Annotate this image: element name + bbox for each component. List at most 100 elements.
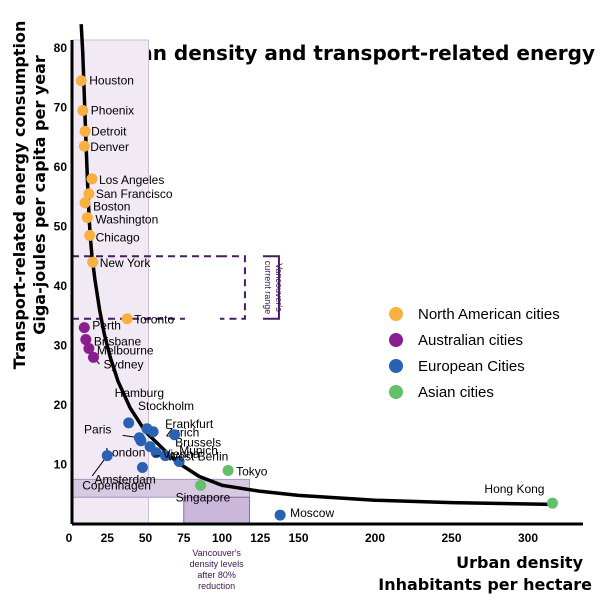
- y-tick-label: 70: [54, 101, 68, 115]
- y-tick-label: 50: [54, 220, 68, 234]
- point-copenhagen: [101, 450, 113, 462]
- y-axis-title-line1: Transport-related energy consumption: [10, 21, 29, 370]
- label-paris: Paris: [84, 423, 111, 437]
- label-san-francisco: San Francisco: [96, 187, 173, 201]
- vancouver-range-side-bracket: [262, 255, 280, 320]
- point-west-berlin: [173, 456, 185, 468]
- label-hong-kong: Hong Kong: [484, 482, 544, 496]
- x-tick-label: 300: [518, 531, 538, 545]
- point-hong-kong: [546, 497, 558, 509]
- x-tick-label: 125: [250, 531, 270, 545]
- point-chicago: [84, 229, 96, 241]
- x-tick-label: 150: [288, 531, 308, 545]
- label-phoenix: Phoenix: [91, 103, 134, 117]
- y-tick-label: 60: [54, 160, 68, 174]
- label-stockholm: Stockholm: [138, 399, 194, 413]
- label-vienna: Vienna: [163, 447, 200, 461]
- label-copenhagen: Copenhagen: [82, 479, 151, 493]
- point-los-angeles: [86, 173, 98, 185]
- vancouver-range-label: Vancouver'scurrent range: [263, 261, 284, 315]
- vancouver-range-bracket: [72, 255, 246, 320]
- point-london: [159, 450, 171, 462]
- y-axis-title: Transport-related energy consumption Gig…: [10, 21, 49, 370]
- x-axis-title-line2: Inhabitants per hectare: [378, 575, 592, 594]
- point-singapore: [195, 479, 207, 491]
- label-melbourne: Melbourne: [97, 343, 154, 357]
- point-sydney: [87, 351, 99, 363]
- legend-marker-1: [389, 307, 403, 321]
- x-tick-label: 250: [441, 531, 461, 545]
- point-boston: [79, 197, 91, 209]
- point-washington: [81, 212, 93, 224]
- x-tick-label: 75: [177, 531, 191, 545]
- label-boston: Boston: [93, 200, 130, 214]
- point-melbourne: [83, 342, 95, 354]
- x-axis-title-line1: Urban density: [456, 553, 583, 572]
- label-toronto: Toronto: [134, 313, 174, 327]
- x-tick-label: 0: [66, 531, 73, 545]
- point-moscow: [274, 509, 286, 521]
- label-munich: Munich: [179, 444, 218, 458]
- point-tokyo: [222, 464, 234, 476]
- point-new-york: [87, 256, 99, 268]
- vancouver-reduced-label-line1: Vancouver's: [192, 548, 241, 558]
- y-tick-label: 20: [54, 398, 68, 412]
- vancouver-range-label-line1: Vancouver's: [274, 263, 284, 312]
- x-tick-label: 50: [139, 531, 153, 545]
- point-san-francisco: [83, 188, 95, 200]
- label-brisbane: Brisbane: [94, 335, 142, 349]
- y-axis-title-line2: Giga-joules per capita per year: [30, 55, 49, 335]
- label-hamburg: Hamburg: [115, 386, 164, 400]
- label-singapore: Singapore: [176, 490, 231, 504]
- legend-marker-2: [389, 333, 403, 347]
- legend-label-1: North American cities: [418, 306, 560, 323]
- y-tick-label: 30: [54, 339, 68, 353]
- label-moscow: Moscow: [290, 506, 334, 520]
- label-west-berlin: West Berlin: [167, 450, 228, 464]
- x-tick-label: 100: [212, 531, 232, 545]
- vancouver-reduced-label-line3: after 80%: [197, 570, 236, 580]
- point-phoenix: [77, 104, 89, 116]
- label-perth: Perth: [92, 319, 121, 333]
- legend-label-4: Asian cities: [418, 384, 494, 401]
- label-chicago: Chicago: [96, 230, 140, 244]
- vancouver-reduced-box: [183, 496, 251, 525]
- point-brisbane: [80, 334, 92, 346]
- vancouver-reduced-label-line4: reduction: [198, 581, 235, 591]
- label-london: London: [105, 446, 145, 460]
- trend-curve: [79, 24, 553, 507]
- legend-marker-4: [389, 385, 403, 399]
- label-denver: Denver: [90, 140, 129, 154]
- point-perth: [78, 322, 90, 334]
- legend: North American cities Australian cities Eu…: [389, 306, 560, 401]
- y-tick-label: 80: [54, 41, 68, 55]
- point-paris: [133, 432, 145, 444]
- point-vienna: [169, 429, 181, 441]
- vancouver-range-label-line2: current range: [263, 261, 273, 315]
- point-denver: [78, 140, 90, 152]
- label-tokyo: Tokyo: [236, 464, 268, 478]
- plot-area: Vancouver'scurrent range1020304050607080…: [54, 24, 583, 591]
- point-frankfurt: [147, 426, 159, 438]
- label-washington: Washington: [95, 213, 158, 227]
- point-toronto: [121, 313, 133, 325]
- y-tick-label: 10: [54, 458, 68, 472]
- label-new-york: New York: [100, 256, 152, 270]
- label-detroit: Detroit: [91, 124, 127, 138]
- label-houston: Houston: [89, 74, 134, 88]
- legend-label-2: Australian cities: [418, 332, 523, 349]
- point-hamburg: [123, 417, 135, 429]
- label-sydney: Sydney: [103, 357, 143, 371]
- point-munich: [150, 447, 162, 459]
- x-tick-label: 200: [365, 531, 385, 545]
- x-tick-label: 25: [101, 531, 115, 545]
- chart-title: Urban density and transport-related ener…: [99, 41, 595, 65]
- legend-label-3: European Cities: [418, 358, 525, 375]
- y-tick-label: 40: [54, 279, 68, 293]
- point-houston: [75, 75, 87, 87]
- label-amsterdam: Amsterdam: [94, 472, 155, 486]
- label-brussels: Brussels: [175, 436, 221, 450]
- label-los-angeles: Los Angeles: [99, 173, 164, 187]
- label-frankfurt: Frankfurt: [165, 417, 214, 431]
